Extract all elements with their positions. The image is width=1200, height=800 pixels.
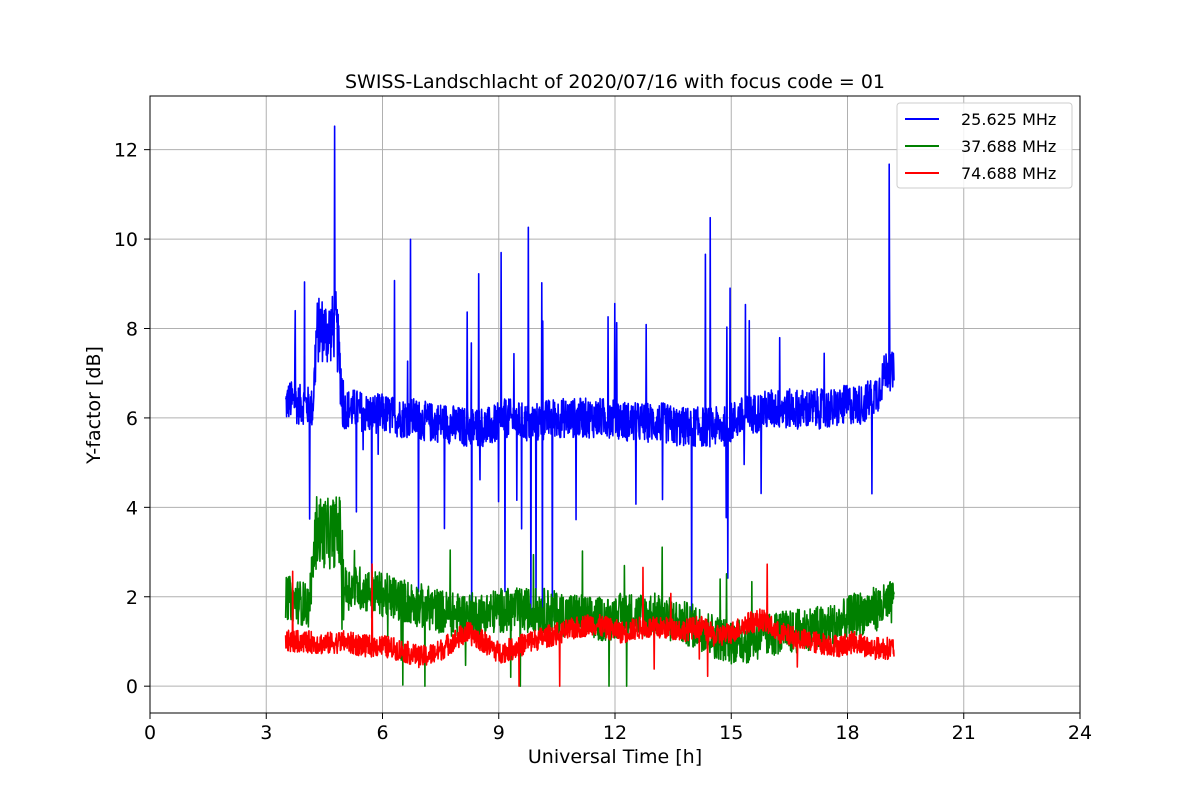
y-tick-label: 8 (126, 318, 138, 340)
x-tick-label: 12 (603, 722, 627, 744)
y-tick-label: 4 (126, 497, 138, 519)
x-tick-label: 24 (1068, 722, 1092, 744)
x-tick-label: 15 (719, 722, 743, 744)
x-tick-label: 6 (376, 722, 388, 744)
y-tick-label: 2 (126, 587, 138, 609)
x-tick-label: 9 (493, 722, 505, 744)
x-tick-label: 21 (952, 722, 976, 744)
x-tick-label: 0 (144, 722, 156, 744)
legend: 25.625 MHz 37.688 MHz 74.688 MHz (896, 102, 1073, 189)
y-tick-label: 10 (114, 229, 138, 251)
series-layer (284, 125, 895, 687)
chart-title: SWISS-Landschlacht of 2020/07/16 with fo… (345, 71, 885, 93)
legend-label: 74.688 MHz (961, 164, 1056, 183)
y-tick-label: 6 (126, 408, 138, 430)
x-tick-label: 18 (835, 722, 859, 744)
series-line (284, 563, 895, 687)
legend-label: 37.688 MHz (961, 137, 1056, 156)
x-tick-label: 3 (260, 722, 272, 744)
y-axis-label: Y-factor [dB] (83, 346, 105, 465)
legend-label: 25.625 MHz (961, 110, 1056, 129)
y-tick-label: 0 (126, 676, 138, 698)
series-line (284, 125, 895, 626)
x-axis-label: Universal Time [h] (528, 746, 702, 768)
y-tick-label: 12 (114, 140, 138, 162)
legend-box (896, 102, 1073, 189)
